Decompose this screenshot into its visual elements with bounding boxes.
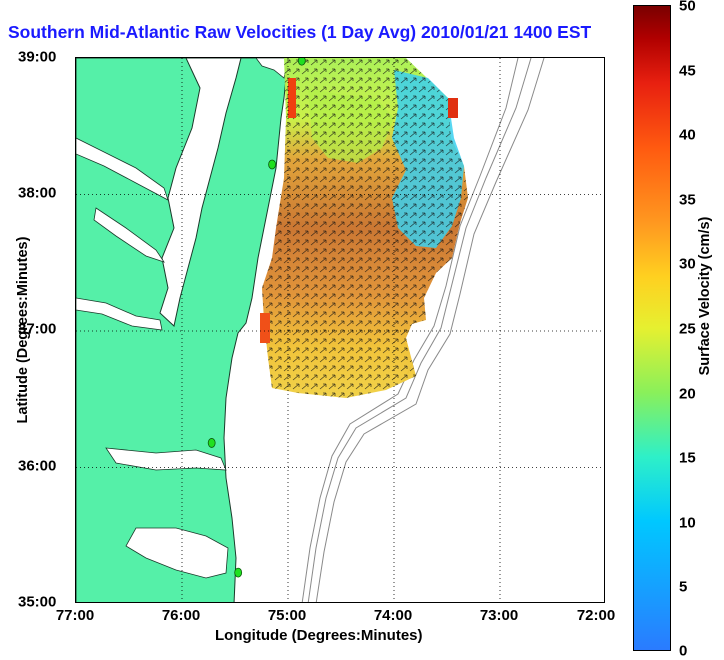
radar-station-marker xyxy=(207,438,216,448)
colorbar-tick: 30 xyxy=(679,255,696,273)
high-velocity-patch-north xyxy=(288,78,296,118)
x-tick-label: 75:00 xyxy=(267,607,307,624)
chesapeake-bay xyxy=(159,58,242,327)
colorbar-tick: 5 xyxy=(679,578,688,596)
map-canvas xyxy=(76,58,604,602)
high-velocity-patch-south xyxy=(260,313,270,343)
colorbar-tick: 45 xyxy=(679,62,696,80)
colorbar-tick: 25 xyxy=(679,320,696,338)
x-tick-label: 72:00 xyxy=(576,607,616,624)
x-tick-label: 77:00 xyxy=(55,607,95,624)
pamlico-sound xyxy=(125,527,229,579)
x-tick-label: 76:00 xyxy=(161,607,201,624)
x-tick-label: 74:00 xyxy=(373,607,413,624)
y-tick-label: 38:00 xyxy=(18,184,57,202)
velocity-arrows xyxy=(262,58,468,398)
radar-stations xyxy=(207,58,306,578)
radar-station-marker xyxy=(234,567,243,578)
grid-lines xyxy=(76,58,604,602)
x-axis-label: Longitude (Degrees:Minutes) xyxy=(215,627,423,644)
colorbar-tick: 15 xyxy=(679,449,696,467)
colorbar xyxy=(633,5,671,651)
high-velocity-patch-east xyxy=(448,98,458,118)
map-plot-area[interactable] xyxy=(75,57,605,603)
y-tick-label: 39:00 xyxy=(18,48,57,66)
delaware-bay xyxy=(255,58,289,79)
colorbar-label: Surface Velocity (cm/s) xyxy=(697,216,713,376)
colorbar-tick: 0 xyxy=(679,642,688,660)
albemarle-sound xyxy=(105,447,227,471)
rappahannock-river xyxy=(93,207,165,263)
james-river xyxy=(76,297,163,331)
colorbar-tick: 10 xyxy=(679,514,696,532)
x-tick-label: 73:00 xyxy=(479,607,519,624)
bathymetry-contours xyxy=(301,58,545,602)
y-tick-label: 36:00 xyxy=(18,457,57,475)
colorbar-tick: 50 xyxy=(679,0,696,15)
y-tick-label: 35:00 xyxy=(18,593,57,611)
radar-station-marker xyxy=(297,58,306,66)
y-axis-label: Latitude (Degrees:Minutes) xyxy=(15,236,31,424)
radar-station-marker xyxy=(268,159,277,170)
colorbar-tick: 20 xyxy=(679,385,696,403)
potomac-river xyxy=(76,137,169,201)
colorbar-tick: 40 xyxy=(679,126,696,144)
map-title: Southern Mid-Atlantic Raw Velocities (1 … xyxy=(8,22,592,42)
y-tick-label: 37:00 xyxy=(18,320,57,338)
colorbar-tick: 35 xyxy=(679,191,696,209)
